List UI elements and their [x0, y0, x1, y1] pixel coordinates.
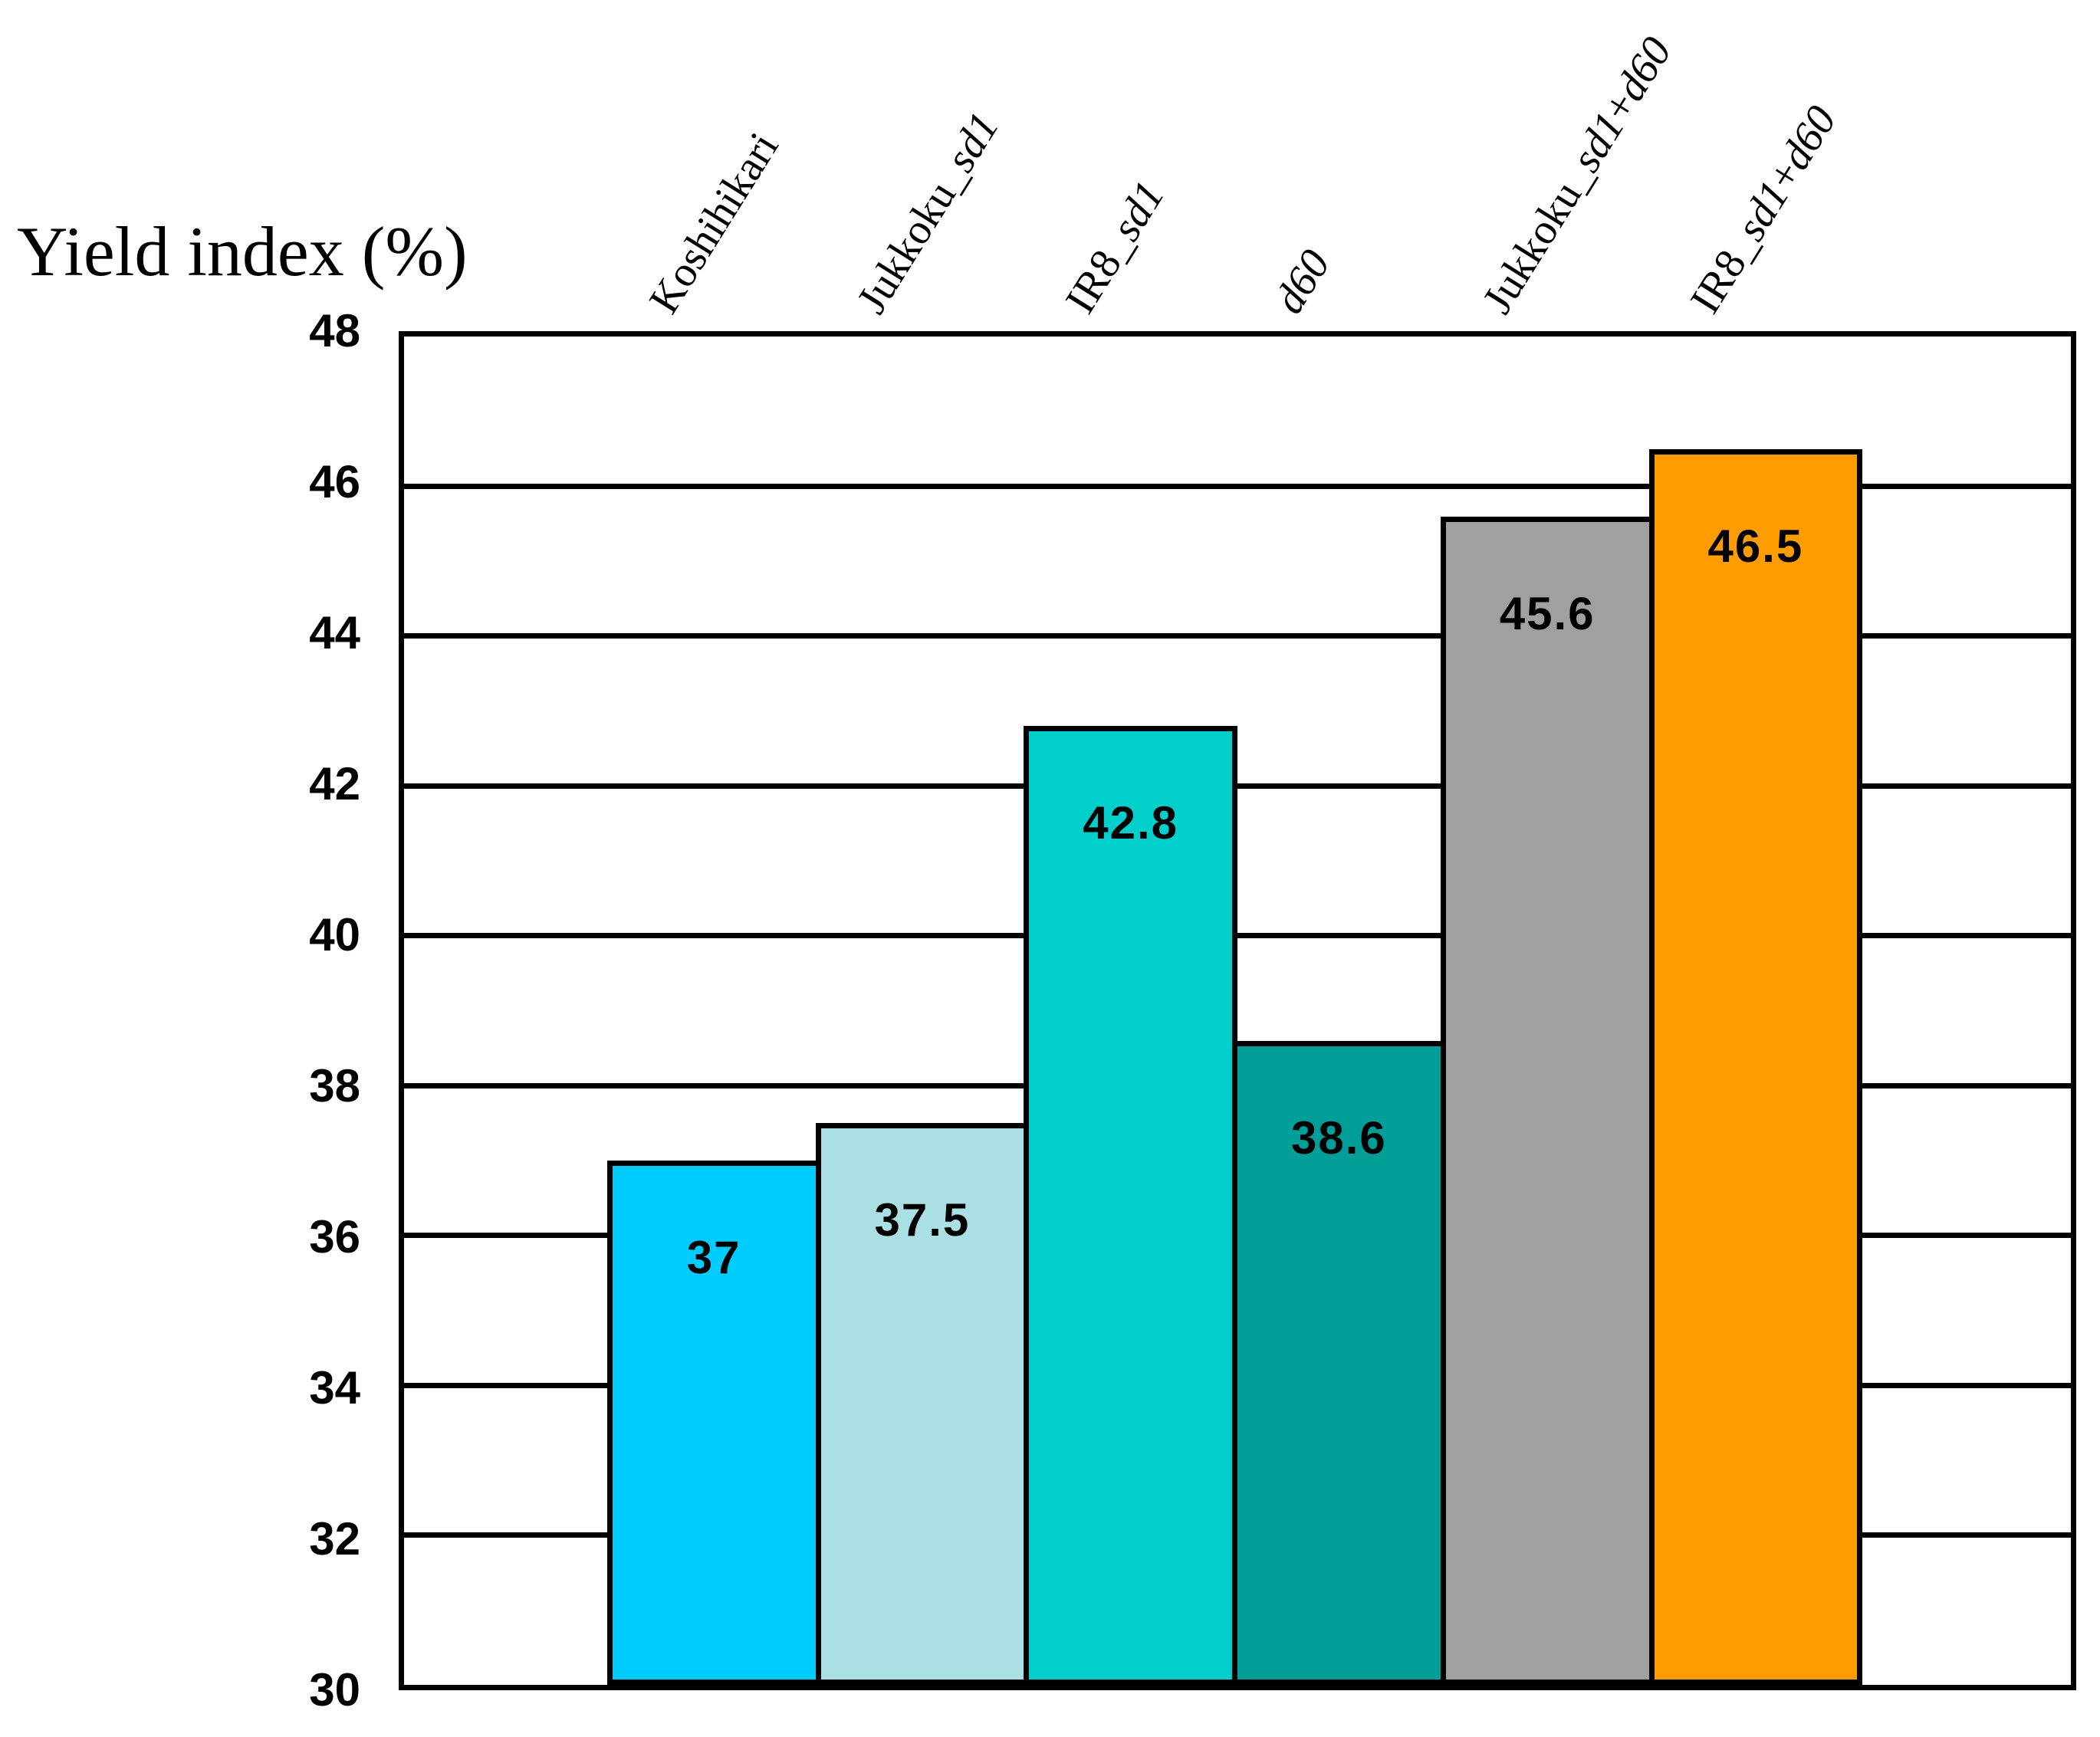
- y-tick-label: 36: [309, 1211, 360, 1263]
- y-tick-label: 32: [309, 1513, 360, 1565]
- chart-title: Yield index (%): [17, 212, 468, 291]
- category-label: IR8_sd1+d60: [1681, 98, 1845, 322]
- category-label-gene-segment: d60: [1264, 241, 1339, 322]
- y-tick-label: 30: [309, 1664, 360, 1716]
- category-label-segment: Jukkoku_: [1473, 155, 1602, 322]
- y-tick-label: 34: [309, 1362, 360, 1414]
- gridline: [404, 933, 2071, 939]
- bar-value-label: 46.5: [1707, 520, 1804, 572]
- bar-value-label: 45.6: [1499, 587, 1596, 639]
- bar-value-label: 37: [686, 1231, 741, 1283]
- y-tick-label: 38: [309, 1060, 360, 1111]
- y-tick-label: 46: [309, 456, 360, 507]
- bar: 42.8: [1024, 726, 1237, 1685]
- gridline: [404, 483, 2071, 489]
- category-label-segment: Koshihikari: [639, 124, 788, 322]
- y-tick-label: 44: [309, 607, 360, 658]
- bar-value-label: 38.6: [1290, 1111, 1387, 1164]
- y-tick-label: 40: [309, 909, 360, 960]
- bar: 37.5: [815, 1123, 1030, 1685]
- bar: 37: [606, 1160, 821, 1685]
- category-label: d60: [1264, 241, 1339, 322]
- category-label: Jukkoku_sd1: [848, 104, 1008, 322]
- bar-value-label: 37.5: [874, 1194, 971, 1246]
- bar-value-label: 42.8: [1083, 797, 1179, 849]
- category-label: IR8_sd1: [1057, 173, 1174, 322]
- y-tick-label: 48: [309, 305, 360, 356]
- y-tick-label: 42: [309, 758, 360, 809]
- bar: 38.6: [1232, 1040, 1446, 1685]
- gridline: [404, 783, 2071, 789]
- category-label-segment: Jukkoku_: [848, 155, 978, 322]
- plot-area: 37 37.5 42.8 38.6 45.6 46.5: [399, 331, 2076, 1690]
- bar: 46.5: [1648, 448, 1863, 1685]
- category-label: Jukkoku_sd1+d60: [1473, 29, 1681, 322]
- bar: 45.6: [1440, 516, 1655, 1685]
- gridline: [404, 633, 2071, 639]
- category-label: Koshihikari: [639, 124, 788, 322]
